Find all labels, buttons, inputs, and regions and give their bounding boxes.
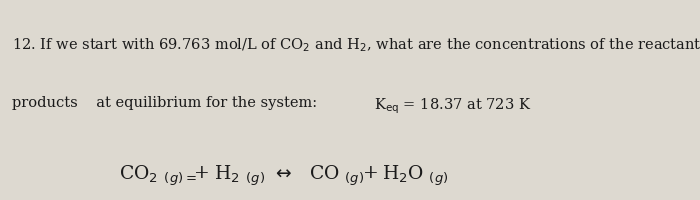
Text: products    at equilibrium for the system:: products at equilibrium for the system: [12, 96, 317, 110]
Text: CO$_2$ $_{(g)=}$: CO$_2$ $_{(g)=}$ [119, 164, 197, 188]
Text: $\leftrightarrow$: $\leftrightarrow$ [272, 164, 292, 182]
Text: H$_2$O $_{(g)}$: H$_2$O $_{(g)}$ [382, 164, 448, 188]
Text: CO $_{(g)}$: CO $_{(g)}$ [309, 164, 365, 188]
Text: H$_2$ $_{(g)}$: H$_2$ $_{(g)}$ [214, 164, 265, 188]
Text: 12. If we start with 69.763 mol/L of CO$_2$ and H$_2$, what are the concentratio: 12. If we start with 69.763 mol/L of CO$… [12, 36, 700, 54]
Text: +: + [194, 164, 210, 182]
Text: +: + [363, 164, 378, 182]
Text: K$_\mathrm{eq}$ = 18.37 at 723 K: K$_\mathrm{eq}$ = 18.37 at 723 K [374, 96, 532, 116]
